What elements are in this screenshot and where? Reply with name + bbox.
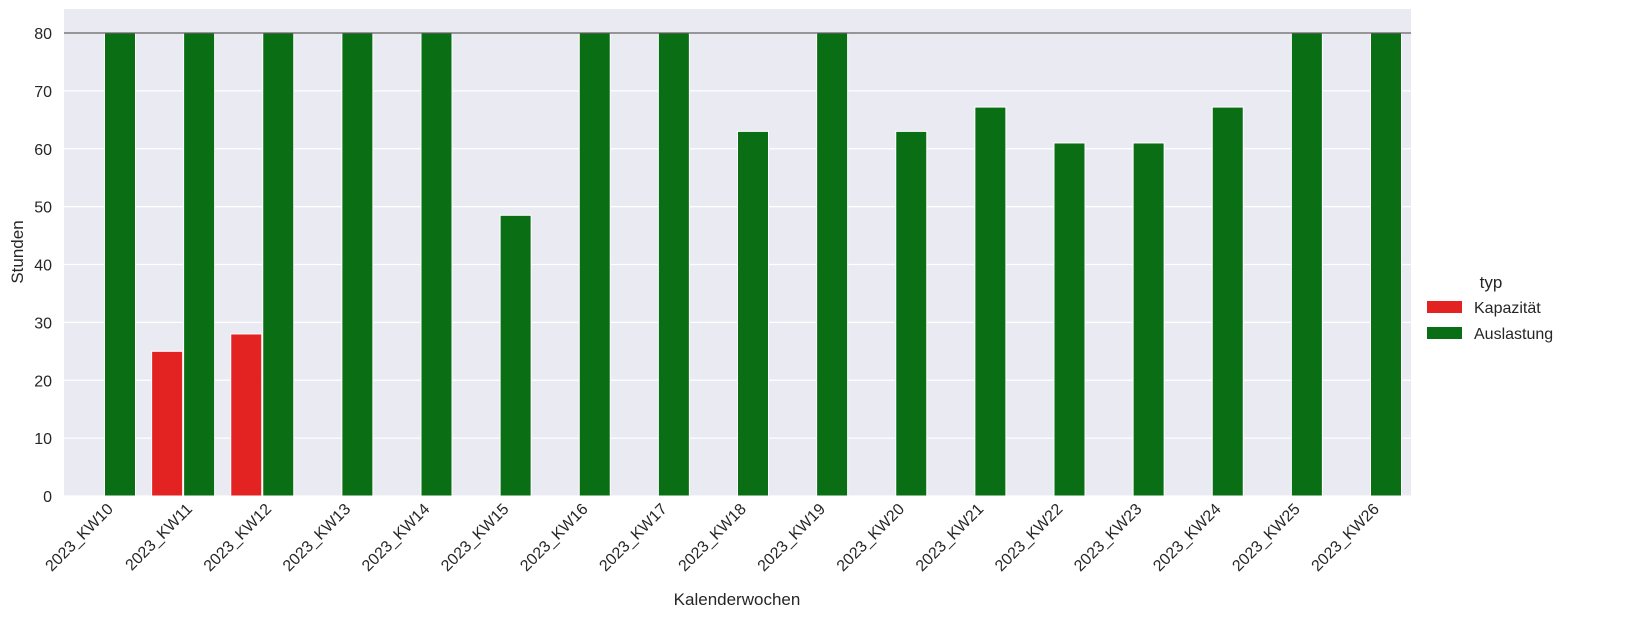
x-tick-label: 2023_KW21 [913, 501, 987, 575]
x-axis-label: Kalenderwochen [674, 590, 801, 609]
bar-auslastung [1290, 32, 1323, 497]
y-tick-label: 20 [34, 373, 52, 390]
bar-auslastung [1132, 142, 1165, 497]
x-tick-label: 2023_KW16 [517, 501, 591, 575]
x-tick-label: 2023_KW18 [676, 501, 750, 575]
x-tick-label: 2023_KW25 [1229, 501, 1303, 575]
bar-auslastung [262, 32, 295, 497]
bar-auslastung [1370, 32, 1402, 497]
bar-kapazitaet [151, 350, 184, 497]
bar-auslastung [657, 32, 690, 497]
x-tick-labels: 2023_KW10 2023_KW11 2023_KW12 2023_KW13 2023… [43, 501, 1383, 575]
bar-auslastung [499, 214, 532, 497]
bar-auslastung [895, 130, 928, 497]
y-tick-label: 0 [43, 489, 52, 506]
x-tick-label: 2023_KW11 [123, 501, 197, 575]
legend-swatch-kapazitaet [1427, 301, 1462, 313]
bar-auslastung [974, 106, 1007, 497]
y-tick-label: 40 [34, 258, 52, 275]
legend: typ Kapazität Auslastung [1427, 273, 1553, 343]
x-tick-label: 2023_KW24 [1150, 501, 1224, 575]
x-tick-label: 2023_KW22 [992, 501, 1066, 575]
bar-auslastung [183, 32, 216, 497]
y-tick-labels: 0 10 20 30 40 50 60 70 80 [34, 26, 52, 506]
y-axis-label: Stunden [8, 220, 27, 283]
bar-auslastung [104, 32, 136, 497]
bars [104, 32, 1402, 497]
bar-auslastung [578, 32, 611, 497]
y-tick-label: 10 [34, 431, 52, 448]
y-tick-label: 80 [34, 26, 52, 43]
bar-auslastung [737, 130, 769, 497]
legend-swatch-auslastung [1427, 327, 1462, 339]
bar-auslastung [341, 32, 374, 497]
x-tick-label: 2023_KW13 [280, 501, 354, 575]
legend-label-kapazitaet: Kapazität [1474, 300, 1541, 317]
x-tick-label: 2023_KW23 [1071, 501, 1145, 575]
y-tick-label: 60 [34, 142, 52, 159]
bar-kapazitaet [230, 333, 263, 497]
x-tick-label: 2023_KW12 [201, 501, 275, 575]
legend-label-auslastung: Auslastung [1474, 326, 1553, 343]
x-tick-label: 2023_KW20 [834, 501, 908, 575]
y-tick-label: 50 [34, 200, 52, 217]
x-tick-label: 2023_KW15 [438, 501, 512, 575]
x-tick-label: 2023_KW10 [43, 501, 117, 575]
bar-auslastung [420, 32, 453, 497]
bar-auslastung [1211, 106, 1244, 497]
y-tick-label: 70 [34, 84, 52, 101]
legend-title: typ [1480, 273, 1503, 292]
y-tick-label: 30 [34, 315, 52, 332]
x-tick-label: 2023_KW26 [1309, 501, 1383, 575]
bar-auslastung [1053, 142, 1086, 497]
x-tick-label: 2023_KW19 [755, 501, 829, 575]
x-tick-label: 2023_KW17 [596, 501, 670, 575]
x-tick-label: 2023_KW14 [359, 501, 433, 575]
bar-auslastung [816, 32, 849, 497]
